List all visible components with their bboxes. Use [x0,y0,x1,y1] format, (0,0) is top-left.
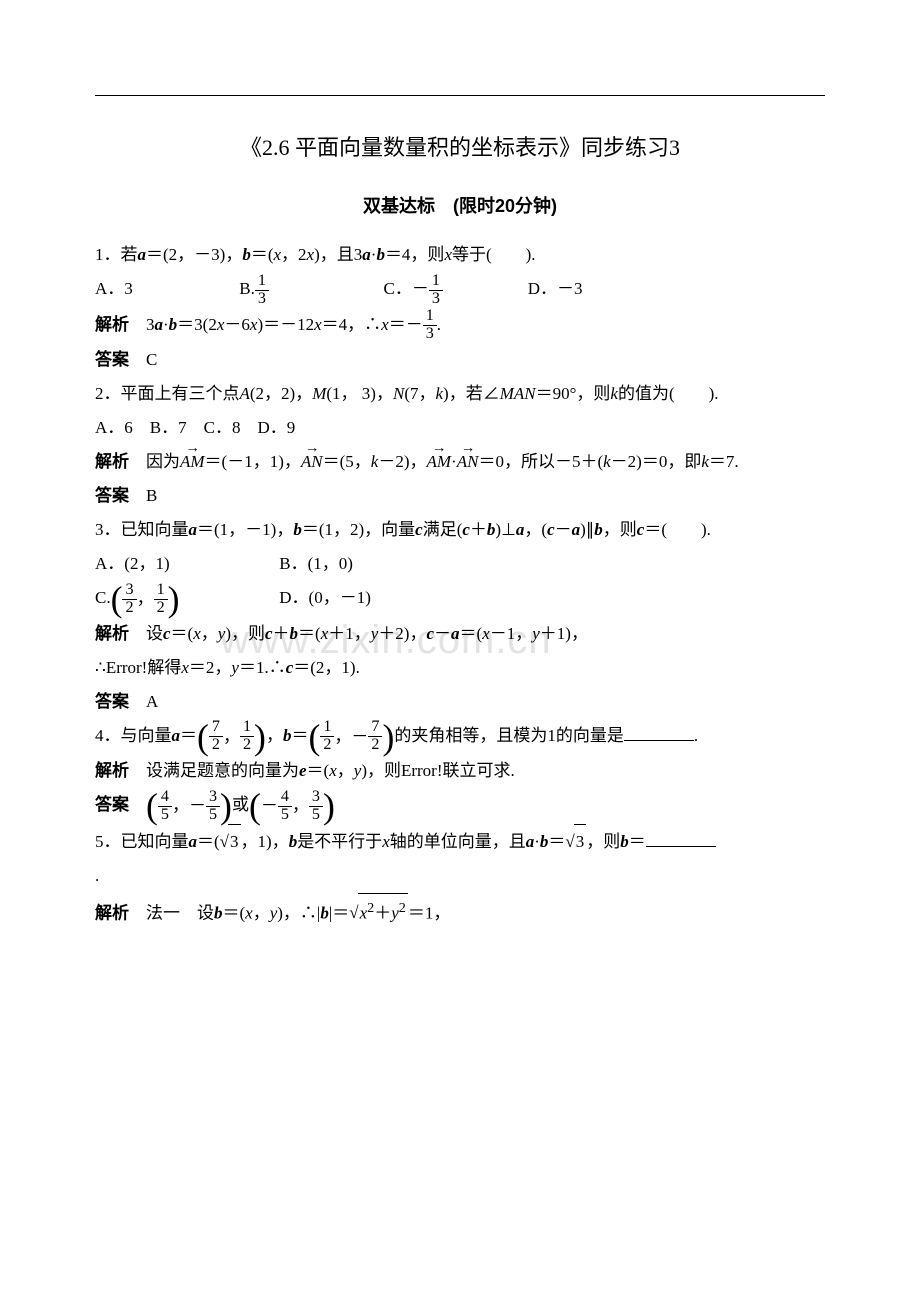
q5-period: . [95,859,825,893]
page-title: 《2.6 平面向量数量积的坐标表示》同步练习3 [95,126,825,170]
question-5: 5．已知向量a＝(3，1)，b是不平行于x轴的单位向量，且a·b＝3，则b＝ [95,824,825,859]
q1-optA: A．3 [95,272,235,306]
page-content: 《2.6 平面向量数量积的坐标表示》同步练习3 双基达标 (限时20分钟) 1．… [95,95,825,930]
q1-optB: B.13 [239,272,379,308]
question-4: 4．与向量a＝(72，12)，b＝(12，－72)的夹角相等，且模为1的向量是. [95,719,825,755]
q1-answer: 答案 C [95,343,825,377]
q1-analysis: 解析 3a·b＝3(2x－6x)＝－12x＝4，∴x＝－13. [95,308,825,344]
q1-optC: C．－13 [384,272,524,308]
q4-analysis: 解析 设满足题意的向量为e＝(x，y)，则Error!联立可求. [95,754,825,788]
question-1: 1．若a＝(2，－3)，b＝(x，2x)，且3a·b＝4，则x等于( ). [95,238,825,272]
subtitle: 双基达标 (限时20分钟) [95,188,825,224]
q3-optB: B．(1，0) [279,547,419,581]
q2-answer: 答案 B [95,479,825,513]
q3-optC: C.(32，12) [95,581,275,617]
question-3: 3．已知向量a＝(1，－1)，b＝(1，2)，向量c满足(c＋b)⊥a，(c－a… [95,513,825,547]
q1-optD: D．－3 [528,272,668,306]
q3-optD: D．(0，－1) [279,581,419,615]
q1-options: A．3 B.13 C．－13 D．－3 [95,272,825,308]
q4-answer: 答案 (45，－35)或(－45，35) [95,788,825,824]
q3-optA: A．(2，1) [95,547,275,581]
q1-text: 1．若a＝(2，－3)，b＝(x，2x)，且3a·b＝4，则x等于( ). [95,245,536,264]
q2-analysis: 解析 因为AM＝(－1，1)，AN＝(5，k－2)，AM·AN＝0，所以－5＋(… [95,445,825,479]
q3-analysis: 解析 设c＝(x，y)，则c＋b＝(x＋1，y＋2)，c－a＝(x－1，y＋1)… [95,617,825,651]
q3-analysis-2: ∴Error!解得x＝2，y＝1.∴c＝(2，1). [95,651,825,685]
question-2: 2．平面上有三个点A(2，2)，M(1， 3)，N(7，k)，若∠MAN＝90°… [95,377,825,411]
q3-options-2: C.(32，12) D．(0，－1) [95,581,825,617]
top-rule [95,95,825,96]
q5-analysis: 解析 法一 设b＝(x，y)，∴|b|＝x2＋y2＝1， [95,893,825,931]
q3-options-1: A．(2，1) B．(1，0) [95,547,825,581]
q3-answer: 答案 A [95,685,825,719]
